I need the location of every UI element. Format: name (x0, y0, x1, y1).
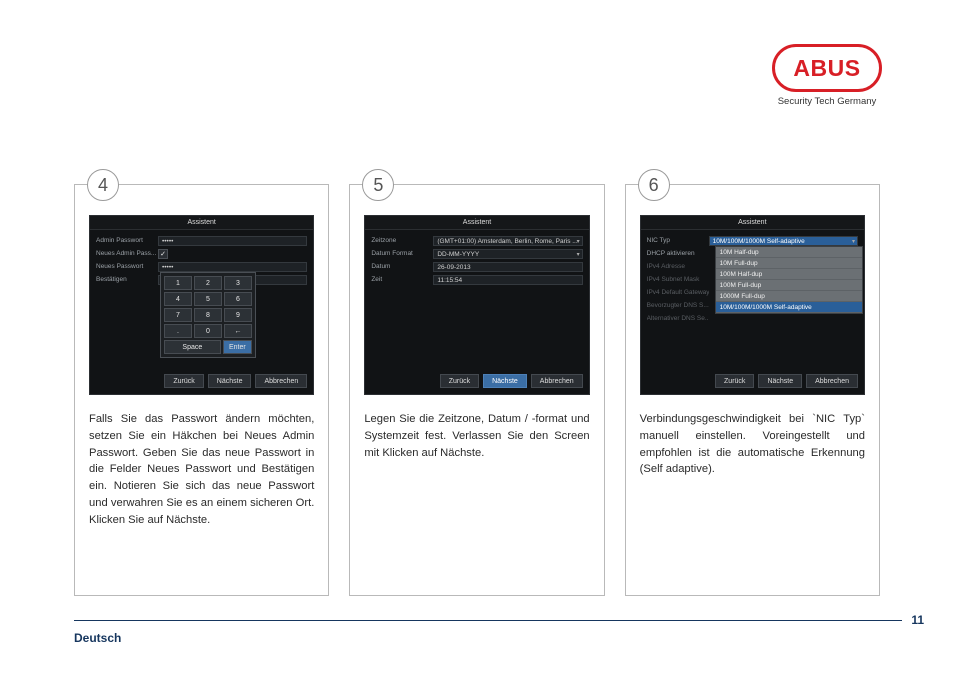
screenshot-6: Assistent NIC Typ 10M/100M/1000M Self-ad… (640, 215, 865, 395)
confirm-password-label: Bestätigen (96, 276, 158, 283)
step-5: 5 Assistent Zeitzone (GMT+01:00) Amsterd… (349, 184, 604, 596)
logo-badge: ABUS (772, 44, 882, 92)
new-password-field[interactable]: ••••• (158, 262, 307, 272)
back-button[interactable]: Zurück (440, 374, 479, 388)
keypad-9[interactable]: 9 (224, 308, 252, 322)
footer-divider (74, 620, 902, 621)
logo-tagline: Security Tech Germany (772, 96, 882, 107)
timezone-select[interactable]: (GMT+01:00) Amsterdam, Berlin, Rome, Par… (433, 236, 582, 246)
time-label: Zeit (371, 276, 433, 283)
date-field[interactable]: 26-09-2013 (433, 262, 582, 272)
screenshot-5: Assistent Zeitzone (GMT+01:00) Amsterdam… (364, 215, 589, 395)
dialog-title: Assistent (90, 216, 313, 230)
next-button[interactable]: Nächste (208, 374, 252, 388)
keypad-8[interactable]: 8 (194, 308, 222, 322)
new-admin-password-label: Neues Admin Pass... (96, 250, 158, 257)
dns1-label: Bevorzugter DNS S... (647, 302, 709, 309)
dns2-label: Alternativer DNS Se... (647, 315, 709, 322)
keypad-5[interactable]: 5 (194, 292, 222, 306)
nic-type-dropdown: 10M Half-dup 10M Full-dup 100M Half-dup … (715, 246, 863, 314)
date-format-select[interactable]: DD-MM-YYYY (433, 249, 582, 259)
nic-type-select[interactable]: 10M/100M/1000M Self-adaptive (709, 236, 858, 246)
date-format-label: Datum Format (371, 250, 433, 257)
admin-password-field[interactable]: ••••• (158, 236, 307, 246)
dialog-title: Assistent (365, 216, 588, 230)
nic-option-selected[interactable]: 10M/100M/1000M Self-adaptive (716, 302, 862, 313)
screenshot-4: Assistent Admin Passwort ••••• Neues Adm… (89, 215, 314, 395)
keypad-7[interactable]: 7 (164, 308, 192, 322)
keypad-6[interactable]: 6 (224, 292, 252, 306)
page-number: 11 (911, 613, 924, 627)
new-admin-password-checkbox[interactable]: ✓ (158, 249, 168, 259)
keypad-2[interactable]: 2 (194, 276, 222, 290)
dhcp-label: DHCP aktivieren (647, 250, 709, 257)
cancel-button[interactable]: Abbrechen (531, 374, 583, 388)
step-5-description: Legen Sie die Zeitzone, Datum / -for­mat… (364, 411, 589, 461)
cancel-button[interactable]: Abbrechen (255, 374, 307, 388)
step-number: 5 (362, 169, 394, 201)
step-number: 4 (87, 169, 119, 201)
numeric-keypad: 1 2 3 4 5 6 7 8 9 . 0 ← (160, 272, 256, 358)
new-password-label: Neues Passwort (96, 263, 158, 270)
back-button[interactable]: Zurück (715, 374, 754, 388)
ipv4-gateway-label: IPv4 Default Gateway (647, 289, 709, 296)
logo-text: ABUS (793, 55, 860, 82)
keypad-4[interactable]: 4 (164, 292, 192, 306)
keypad-0[interactable]: 0 (194, 324, 222, 338)
brand-logo: ABUS Security Tech Germany (772, 44, 882, 107)
step-6: 6 Assistent NIC Typ 10M/100M/1000M Self-… (625, 184, 880, 596)
keypad-space[interactable]: Space (164, 340, 221, 354)
nic-type-label: NIC Typ (647, 237, 709, 244)
date-label: Datum (371, 263, 433, 270)
keypad-backspace[interactable]: ← (224, 324, 252, 338)
time-field[interactable]: 11:15:54 (433, 275, 582, 285)
cancel-button[interactable]: Abbrechen (806, 374, 858, 388)
step-6-description: Verbindungsgeschwindigkeit bei `NIC Typ`… (640, 411, 865, 478)
admin-password-label: Admin Passwort (96, 237, 158, 244)
keypad-1[interactable]: 1 (164, 276, 192, 290)
nic-option[interactable]: 10M Half-dup (716, 247, 862, 258)
keypad-enter[interactable]: Enter (223, 340, 252, 354)
next-button[interactable]: Nächste (758, 374, 802, 388)
ipv4-address-label: IPv4 Adresse (647, 263, 709, 270)
back-button[interactable]: Zurück (164, 374, 203, 388)
next-button[interactable]: Nächste (483, 374, 527, 388)
step-4: 4 Assistent Admin Passwort ••••• Neues A… (74, 184, 329, 596)
nic-option[interactable]: 100M Half-dup (716, 269, 862, 280)
dialog-title: Assistent (641, 216, 864, 230)
ipv4-mask-label: IPv4 Subnet Mask (647, 276, 709, 283)
language-label: Deutsch (74, 631, 121, 645)
keypad-3[interactable]: 3 (224, 276, 252, 290)
nic-option[interactable]: 1000M Full-dup (716, 291, 862, 302)
step-4-description: Falls Sie das Passwort ändern möch­ten, … (89, 411, 314, 529)
nic-option[interactable]: 100M Full-dup (716, 280, 862, 291)
nic-option[interactable]: 10M Full-dup (716, 258, 862, 269)
steps-row: 4 Assistent Admin Passwort ••••• Neues A… (74, 184, 880, 596)
timezone-label: Zeitzone (371, 237, 433, 244)
step-number: 6 (638, 169, 670, 201)
keypad-dot[interactable]: . (164, 324, 192, 338)
